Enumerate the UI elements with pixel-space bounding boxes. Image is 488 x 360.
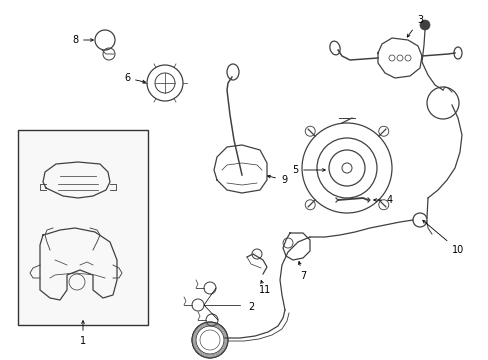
Text: 3: 3 [407,15,422,37]
Text: 9: 9 [267,175,286,185]
Text: 5: 5 [291,165,325,175]
Text: 8: 8 [72,35,93,45]
Text: 11: 11 [258,285,270,295]
Text: 10: 10 [422,220,463,255]
Text: 4: 4 [373,195,392,205]
Text: 6: 6 [123,73,145,83]
Circle shape [419,20,429,30]
Text: 7: 7 [298,262,305,281]
Text: 2: 2 [247,302,254,312]
Bar [18,130,148,325]
Text: 1: 1 [80,321,86,346]
